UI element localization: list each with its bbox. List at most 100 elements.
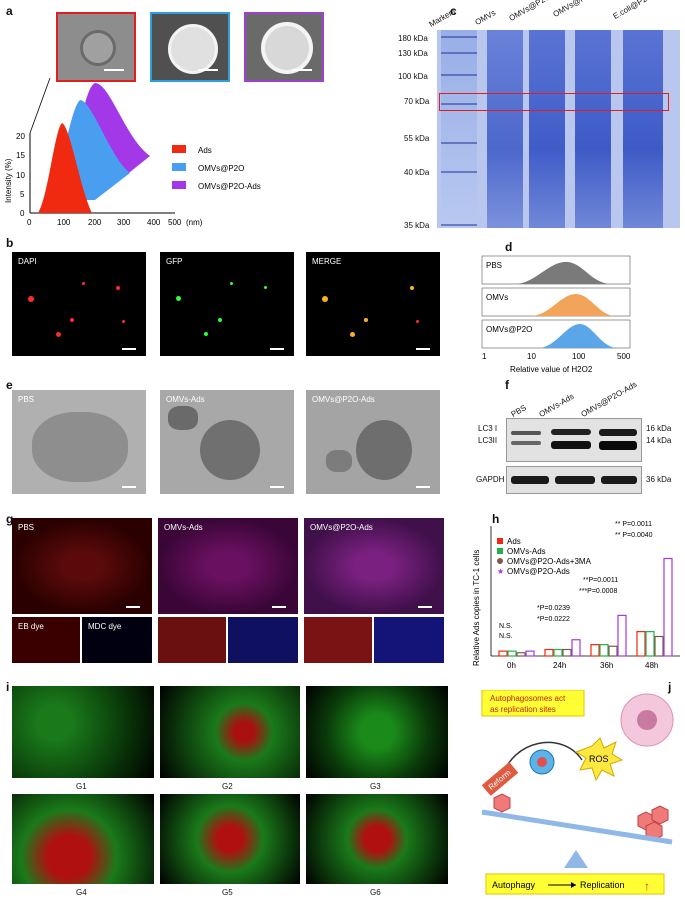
x-axis-label: Relative value of H2O2 [510,365,593,374]
y-tick: 15 [16,151,25,160]
micro-label: MERGE [312,257,342,266]
marker-label: 55 kDa [404,134,430,143]
x-tick: 48h [645,661,658,670]
lane-label: PBS [509,403,528,419]
x-tick: 36h [600,661,613,670]
hist-row-label: PBS [486,261,502,270]
group-label: G6 [370,888,381,897]
flow-histograms: PBS OMVs OMVs@P2O 1 10 100 500 Relative … [481,255,631,374]
fluor-mdc-omvs-p2o-ads [374,617,444,663]
live-dead-g3 [306,686,448,778]
note-line-2: as replication sites [490,705,556,714]
autophagy-label: Autophagy [492,880,536,890]
seesaw-beam [481,809,673,845]
virus-icon [493,793,511,813]
blot-size: 16 kDa [646,424,672,433]
note-line-1: Autophagosomes act [490,694,566,703]
tem-inset-ads [56,12,136,82]
lane-label: OMVs@P2O-Ads [552,0,611,19]
x-tick: 0 [27,218,32,227]
legend-swatch-omvs-p2o-ads [172,181,186,189]
bar [562,648,572,657]
tem-inset-omvs-p2o-ads [244,12,324,82]
blot-size: 14 kDa [646,436,672,445]
legend-swatch [497,548,503,554]
x-tick: 400 [147,218,161,227]
x-tick: 10 [527,352,536,361]
y-tick: 20 [16,132,25,141]
sub-label: MDC dye [88,622,122,631]
panel-label-c: c [450,4,457,18]
micro-label: OMVs-Ads [164,523,203,532]
panel-label-e: e [6,378,13,392]
highlight-box-70kda [439,93,669,111]
bar [617,614,627,657]
blot-label-gapdh: GAPDH [476,475,505,484]
annotation: ***P=0.0008 [579,588,617,595]
x-tick: 200 [88,218,102,227]
fluor-eb-omvs-p2o-ads [304,617,372,663]
micro-label: OMVs@P2O-Ads [310,523,373,532]
western-gapdh [506,466,642,494]
micro-label: PBS [18,523,35,532]
panel-label-g: g [6,512,14,526]
sub-label: EB dye [18,622,44,631]
y-tick: 0 [20,209,25,218]
x-tick: 100 [572,352,586,361]
x-tick: 500 [617,352,631,361]
hist-row-label: OMVs [486,293,508,302]
legend-swatch-omvs-p2o [172,163,186,171]
bar [544,648,554,657]
panel-label-h: h [492,512,500,526]
lane-label: OMVs [473,8,498,27]
marker-label: 130 kDa [398,49,428,58]
annotation: *P=0.0222 [537,616,570,623]
bar-chart-h: Relative Ads copies in TC-1 cells 0h 24h… [472,521,680,670]
legend-entry: OMVs-Ads [507,547,546,556]
hist-omvs [530,294,614,316]
live-dead-g5 [160,794,300,884]
x-unit: (nm) [186,218,203,227]
y-tick: 10 [16,171,25,180]
bar [599,644,609,657]
bar [608,645,618,657]
group-label: G3 [370,782,381,791]
western-lc3 [506,418,642,462]
seesaw-fulcrum [564,850,588,868]
micro-merge: MERGE [306,252,440,356]
fluor-eb-pbs: EB dye [12,617,80,663]
y-axis-label: Relative Ads copies in TC-1 cells [472,550,481,666]
micro-label: PBS [18,395,35,404]
fluor-mdc-pbs: MDC dye [82,617,152,663]
panel-label-d: d [505,240,513,254]
tem-cell-omvs-p2o-ads: OMVs@P2O-Ads [306,390,440,494]
panel-label-j: j [668,680,672,694]
annotation: N.S. [499,623,513,630]
dls-chart: 0 100 200 300 400 500 (nm) 0 5 10 15 20 … [4,78,261,227]
blot-size: 36 kDa [646,475,672,484]
legend-ads: Ads [198,146,212,155]
annotation: ** P=0.0011 [615,521,652,528]
x-tick: 0h [507,661,516,670]
y-axis-label: Intensity (%) [4,158,13,203]
bar [654,635,664,657]
x-tick: 100 [57,218,71,227]
marker-label: 70 kDa [404,97,430,106]
legend-swatch: ★ [497,567,504,576]
marker-label: 35 kDa [404,221,430,230]
blot-label-lc3-1: LC3 I [478,424,498,433]
fluor-mdc-omvs-ads [228,617,298,663]
micro-dapi: DAPI [12,252,146,356]
bar [525,650,535,657]
legend-swatch [497,538,503,544]
micro-label: OMVs-Ads [166,395,205,404]
legend-swatch-ads [172,145,186,153]
micro-gfp: GFP [160,252,294,356]
micro-label: OMVs@P2O-Ads [312,395,375,404]
bar [507,650,517,657]
x-tick: 500 [168,218,182,227]
lane-label: OMVs@P2O-Ads [579,379,639,419]
fluor-omvs-ads: OMVs-Ads [158,518,298,614]
group-label: G2 [222,782,233,791]
bar [663,557,673,657]
